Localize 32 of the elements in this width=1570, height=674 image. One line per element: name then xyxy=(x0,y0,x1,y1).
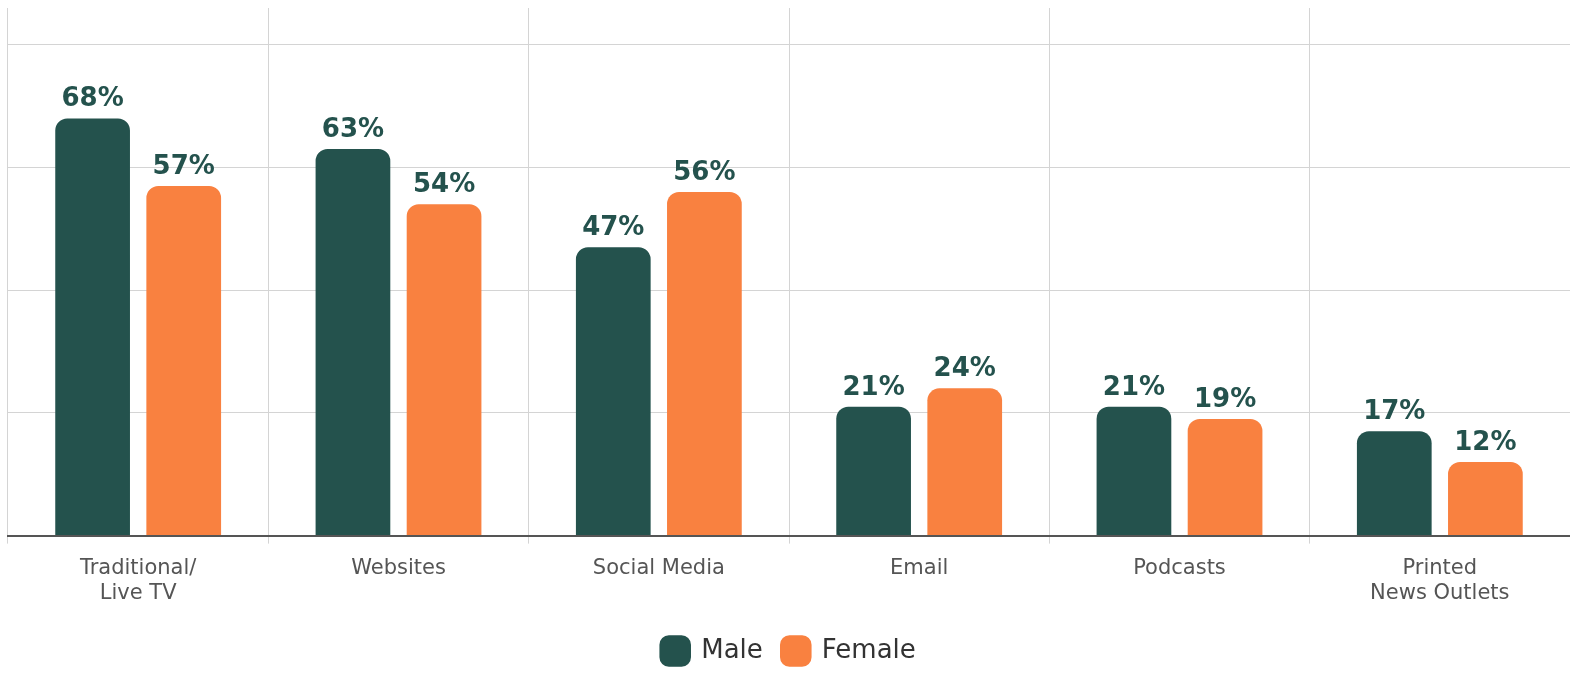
bar xyxy=(55,118,130,536)
x-tick-label: Podcasts xyxy=(1133,554,1226,579)
bar xyxy=(1448,461,1523,536)
data-label: 12% xyxy=(1454,425,1517,456)
bar xyxy=(927,388,1003,536)
data-label: 63% xyxy=(321,112,385,143)
bar xyxy=(1187,419,1263,536)
legend-label: Male xyxy=(701,633,763,664)
data-label: 68% xyxy=(61,82,124,113)
data-label: 54% xyxy=(412,168,476,199)
data-label: 47% xyxy=(582,211,645,242)
x-tick-label: Websites xyxy=(351,554,446,579)
data-label: 21% xyxy=(842,370,905,401)
bar xyxy=(575,247,651,536)
bar xyxy=(836,406,911,536)
bar xyxy=(667,192,742,536)
data-label: 21% xyxy=(1102,370,1166,401)
data-label: 19% xyxy=(1193,382,1257,413)
data-label: 24% xyxy=(933,352,996,383)
x-tick-label: Printed News Outlets xyxy=(1370,554,1510,604)
bar xyxy=(146,185,222,536)
data-label: 56% xyxy=(673,155,736,186)
bar xyxy=(315,149,391,536)
bar xyxy=(406,204,482,536)
data-label: 57% xyxy=(152,149,215,180)
x-tick-label: Email xyxy=(890,554,949,579)
bar xyxy=(1356,431,1432,536)
legend-label: Female xyxy=(821,633,916,664)
bar xyxy=(1096,406,1172,536)
x-tick-label: Traditional/ Live TV xyxy=(78,554,198,604)
data-label: 17% xyxy=(1363,395,1426,426)
x-tick-label: Social Media xyxy=(592,554,725,579)
